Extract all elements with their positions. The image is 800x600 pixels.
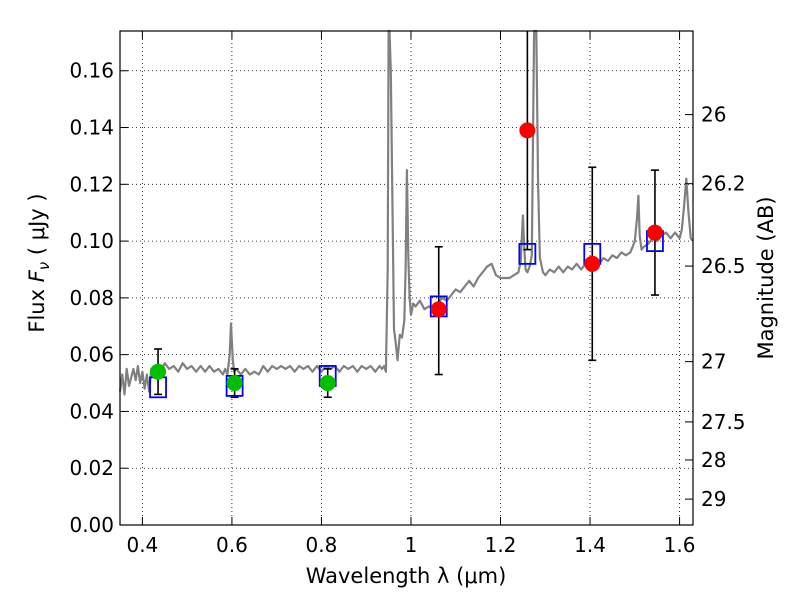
x-tick-label: 1.4 [574, 533, 606, 557]
y2-tick-label: 27.5 [701, 410, 746, 434]
x-tick-label: 1 [405, 533, 418, 557]
observed-point-red [430, 301, 447, 318]
x-tick-label: 0.8 [306, 533, 338, 557]
y-tick-label: 0.08 [69, 286, 114, 310]
axis-ticks [120, 31, 693, 526]
y-tick-label: 0.16 [69, 59, 114, 83]
y2-tick-label: 29 [701, 487, 726, 511]
y-tick-label: 0.02 [69, 456, 114, 480]
y-tick-label: 0.14 [69, 116, 114, 140]
y2-axis-label: Magnitude (AB) [754, 196, 778, 359]
y-tick-label: 0.10 [69, 229, 114, 253]
observed-markers [150, 122, 663, 392]
y-tick-label: 0.06 [69, 343, 114, 367]
model-band-square [518, 242, 537, 265]
plot-frame [119, 30, 694, 526]
observed-point-red [519, 122, 536, 139]
x-tick-labels: 0.4 0.6 0.8 1 1.2 1.4 1.6 [126, 533, 695, 557]
y-axis-label: Flux Fν ( μJy ) [25, 193, 53, 332]
y2-tick-label: 26 [701, 103, 726, 127]
observed-point-green [226, 375, 243, 392]
x-tick-label: 0.6 [216, 533, 248, 557]
model-spectrum [118, 29, 694, 396]
observed-point-green [319, 375, 336, 392]
y-tick-labels: 0.00 0.02 0.04 0.06 0.08 0.10 0.12 0.14 0.16 [69, 59, 114, 537]
y-tick-label: 0.04 [69, 399, 114, 423]
y2-tick-label: 27 [701, 350, 726, 374]
y2-tick-labels: 26 26.2 26.5 27 27.5 28 29 [701, 103, 746, 511]
observed-point-red [646, 224, 663, 241]
y2-tick-label: 28 [701, 448, 726, 472]
x-tick-label: 0.4 [126, 533, 158, 557]
y-tick-label: 0.00 [69, 513, 114, 537]
grid [120, 31, 693, 526]
x-axis-label: Wavelength λ (μm) [306, 564, 507, 588]
y2-tick-label: 26.2 [701, 172, 746, 196]
x-tick-label: 1.2 [485, 533, 517, 557]
y-tick-label: 0.12 [69, 172, 114, 196]
observed-point-green [150, 363, 167, 380]
y2-tick-label: 26.5 [701, 254, 746, 278]
observed-point-red [584, 255, 601, 272]
x-tick-label: 1.6 [664, 533, 696, 557]
model-spectrum-line [118, 29, 694, 396]
